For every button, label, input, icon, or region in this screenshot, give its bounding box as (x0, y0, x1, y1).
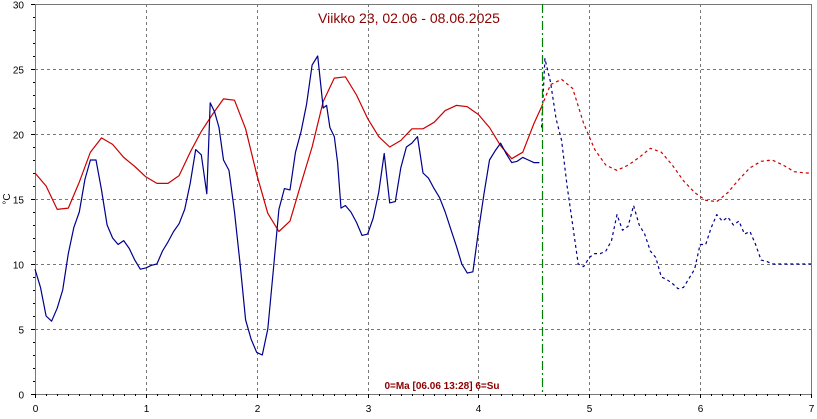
series-line-3 (541, 78, 811, 203)
x-tick-label: 5 (587, 404, 593, 415)
x-axis: 0 1 2 3 4 5 6 7 (33, 394, 815, 415)
y-tick-label: 5 (18, 326, 24, 337)
x-tick-label: 6 (698, 404, 704, 415)
y-tick-label: 10 (13, 261, 25, 272)
series-line-2 (34, 55, 540, 356)
x-tick-label: 2 (255, 404, 261, 415)
grid (35, 4, 811, 394)
y-tick-label: 30 (13, 1, 25, 12)
x-tick-label: 4 (476, 404, 482, 415)
y-tick-label: 20 (13, 131, 25, 142)
y-tick-label: 25 (13, 66, 25, 77)
series-line-1 (34, 76, 543, 233)
x-tick-label: 0 (33, 404, 39, 415)
y-tick-label: 15 (13, 196, 25, 207)
plot-frame (35, 4, 812, 395)
day-legend: 0=Ma [06.06 13:28] 6=Su (384, 381, 499, 392)
y-axis-label: °C (2, 193, 13, 204)
y-axis: 0 5 10 15 20 25 30 (13, 1, 35, 402)
x-tick-label: 7 (809, 404, 815, 415)
y-tick-label: 0 (18, 391, 24, 402)
x-tick-label: 1 (144, 404, 150, 415)
x-tick-label: 3 (366, 404, 372, 415)
chart-title: Viikko 23, 02.06 - 08.06.2025 (318, 10, 500, 26)
series-group (34, 55, 811, 356)
